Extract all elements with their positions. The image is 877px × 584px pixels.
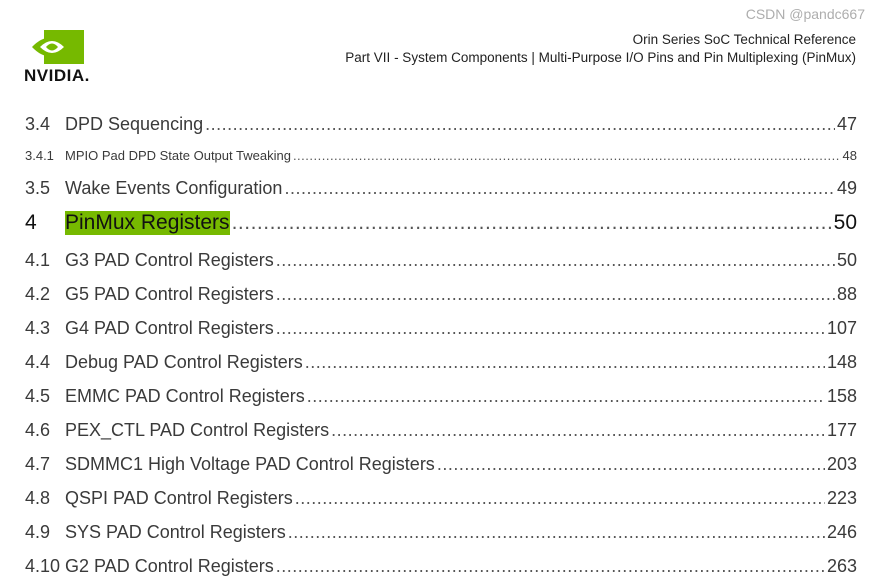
- section-number: 4: [25, 211, 37, 234]
- dot-leader: [205, 114, 835, 135]
- section-number: 4.6: [25, 420, 51, 440]
- section-number: 3.5: [25, 178, 51, 198]
- page-number: 246: [826, 522, 857, 542]
- page-number: 88: [836, 284, 857, 304]
- dot-leader: [305, 352, 825, 373]
- section-title[interactable]: Debug PAD Control Registers: [65, 352, 303, 372]
- section-number: 4.4: [25, 352, 51, 372]
- dot-leader: [293, 148, 841, 163]
- dot-leader: [284, 178, 835, 199]
- dot-leader: [276, 250, 835, 271]
- section-title[interactable]: G2 PAD Control Registers: [65, 556, 274, 576]
- section-number: 4.1: [25, 250, 51, 270]
- toc-entry[interactable]: 4.2 G5 PAD Control Registers 88: [25, 284, 857, 305]
- page-number: 47: [836, 114, 857, 134]
- page-number: 50: [836, 250, 857, 270]
- nvidia-logo: NVIDIA.: [24, 30, 98, 85]
- watermark: CSDN @pandc667: [745, 6, 865, 22]
- dot-leader: [307, 386, 825, 407]
- section-number: 3.4.1: [25, 148, 54, 163]
- dot-leader: [276, 556, 825, 577]
- page-number: 203: [826, 454, 857, 474]
- page-number: 223: [826, 488, 857, 508]
- logo-text: NVIDIA.: [24, 66, 90, 85]
- toc-entry[interactable]: 4.6 PEX_CTL PAD Control Registers 177: [25, 420, 857, 441]
- section-title[interactable]: G3 PAD Control Registers: [65, 250, 274, 270]
- toc-entry[interactable]: 4.4 Debug PAD Control Registers 148: [25, 352, 857, 373]
- toc-entry[interactable]: 3.4 DPD Sequencing 47: [25, 114, 857, 135]
- page-number: 158: [826, 386, 857, 406]
- page-number: 107: [826, 318, 857, 338]
- toc-entry[interactable]: 4 PinMux Registers 50: [25, 211, 857, 235]
- doc-subtitle: Part VII - System Components | Multi-Pur…: [345, 50, 856, 65]
- section-number: 4.10: [25, 556, 61, 576]
- toc-entry[interactable]: 4.3 G4 PAD Control Registers 107: [25, 318, 857, 339]
- page-number: 148: [826, 352, 857, 372]
- section-title[interactable]: MPIO Pad DPD State Output Tweaking: [65, 148, 291, 163]
- section-title[interactable]: PinMux Registers: [65, 211, 230, 235]
- section-title[interactable]: DPD Sequencing: [65, 114, 204, 134]
- dot-leader: [232, 211, 832, 235]
- section-title[interactable]: G5 PAD Control Registers: [65, 284, 274, 304]
- section-title[interactable]: QSPI PAD Control Registers: [65, 488, 293, 508]
- section-title[interactable]: EMMC PAD Control Registers: [65, 386, 305, 406]
- page-number: 50: [833, 211, 857, 234]
- dot-leader: [331, 420, 825, 441]
- section-number: 4.2: [25, 284, 51, 304]
- dot-leader: [437, 454, 825, 475]
- section-title[interactable]: SDMMC1 High Voltage PAD Control Register…: [65, 454, 435, 474]
- toc-entry[interactable]: 3.5 Wake Events Configuration 49: [25, 178, 857, 199]
- page-number: 177: [826, 420, 857, 440]
- page-number: 48: [842, 148, 857, 163]
- toc-entry[interactable]: 4.1 G3 PAD Control Registers 50: [25, 250, 857, 271]
- toc-entry[interactable]: 4.9 SYS PAD Control Registers 246: [25, 522, 857, 543]
- section-number: 4.7: [25, 454, 51, 474]
- page-number: 263: [826, 556, 857, 576]
- section-number: 3.4: [25, 114, 51, 134]
- section-title[interactable]: PEX_CTL PAD Control Registers: [65, 420, 330, 440]
- toc-entry[interactable]: 4.7 SDMMC1 High Voltage PAD Control Regis…: [25, 454, 857, 475]
- dot-leader: [276, 318, 825, 339]
- section-title[interactable]: Wake Events Configuration: [65, 178, 283, 198]
- toc-entry[interactable]: 4.8 QSPI PAD Control Registers 223: [25, 488, 857, 509]
- section-title[interactable]: G4 PAD Control Registers: [65, 318, 274, 338]
- toc-entry[interactable]: 3.4.1 MPIO Pad DPD State Output Tweaking 4…: [25, 148, 857, 163]
- toc-entry[interactable]: 4.5 EMMC PAD Control Registers 158: [25, 386, 857, 407]
- dot-leader: [295, 488, 825, 509]
- dot-leader: [288, 522, 825, 543]
- doc-title: Orin Series SoC Technical Reference: [632, 32, 856, 47]
- dot-leader: [276, 284, 835, 305]
- nvidia-eye-icon: [32, 30, 84, 64]
- section-number: 4.5: [25, 386, 51, 406]
- section-number: 4.3: [25, 318, 51, 338]
- section-title[interactable]: SYS PAD Control Registers: [65, 522, 286, 542]
- section-number: 4.8: [25, 488, 51, 508]
- section-number: 4.9: [25, 522, 51, 542]
- page-number: 49: [836, 178, 857, 198]
